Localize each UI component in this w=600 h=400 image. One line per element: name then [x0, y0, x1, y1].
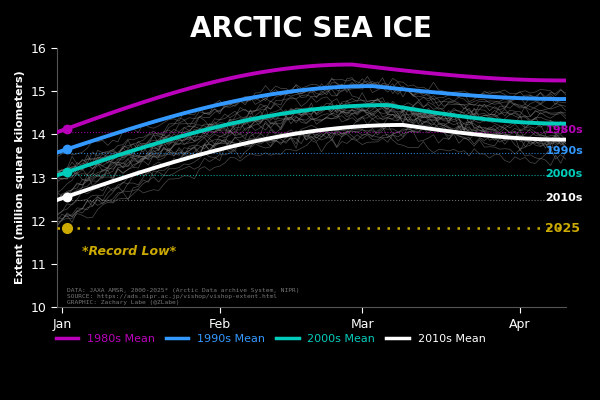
- Title: ARCTIC SEA ICE: ARCTIC SEA ICE: [190, 15, 432, 43]
- Text: 1980s: 1980s: [545, 125, 583, 135]
- Text: 2000s: 2000s: [545, 169, 583, 179]
- Text: 2025: 2025: [545, 222, 580, 235]
- Legend: 1980s Mean, 1990s Mean, 2000s Mean, 2010s Mean: 1980s Mean, 1990s Mean, 2000s Mean, 2010…: [52, 329, 490, 348]
- Text: *Record Low*: *Record Low*: [82, 244, 176, 258]
- Y-axis label: Extent (million square kilometers): Extent (million square kilometers): [15, 71, 25, 284]
- Text: 1990s: 1990s: [545, 146, 583, 156]
- Text: DATA: JAXA AMSR, 2000-2025* (Arctic Data archive System, NIPR)
SOURCE: https://a: DATA: JAXA AMSR, 2000-2025* (Arctic Data…: [67, 288, 299, 305]
- Text: 2010s: 2010s: [545, 193, 583, 203]
